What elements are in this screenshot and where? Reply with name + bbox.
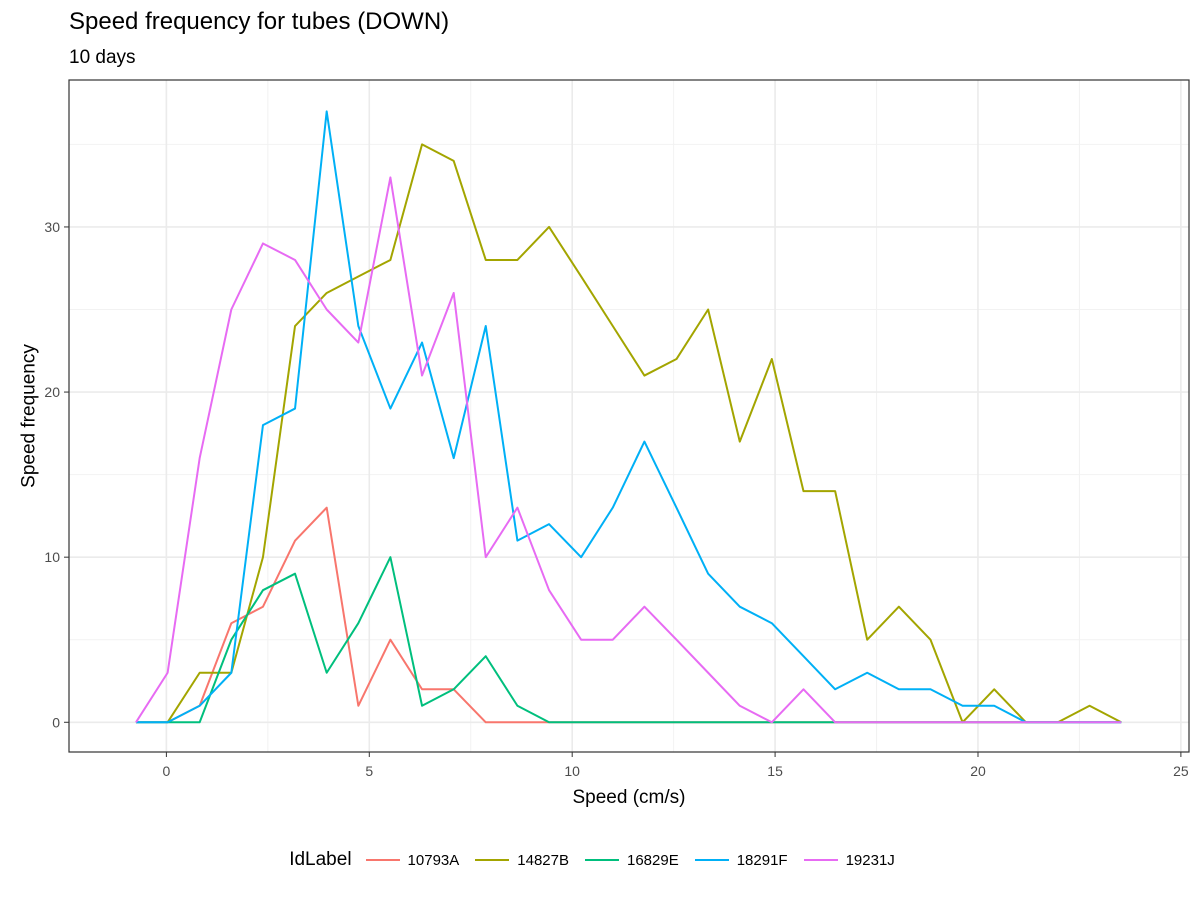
y-tick-label: 20 (44, 384, 60, 400)
legend-item-18291F: 18291F (694, 851, 788, 869)
legend-item-19231J: 19231J (803, 851, 895, 869)
legend-key (694, 859, 729, 861)
legend-item-16829E: 16829E (584, 851, 679, 869)
legend: IdLabel 10793A 14827B 16829E 18291F 19231J (0, 843, 1200, 877)
y-tick-label: 0 (52, 714, 60, 730)
legend-label: 10793A (407, 851, 460, 869)
series-line-19231J (135, 176, 1122, 724)
legend-label: 19231J (845, 851, 895, 869)
x-tick-label: 5 (365, 763, 373, 779)
legend-items: 10793A 14827B 16829E 18291F 19231J (365, 851, 911, 869)
legend-label: 18291F (736, 851, 788, 869)
panel-border (68, 79, 1190, 753)
legend-item-10793A: 10793A (365, 851, 460, 869)
legend-key (365, 859, 400, 861)
legend-label: 14827B (517, 851, 569, 869)
legend-item-14827B: 14827B (475, 852, 569, 869)
x-tick-label: 20 (970, 763, 986, 779)
legend-key (803, 859, 838, 861)
x-tick-label: 10 (564, 763, 580, 779)
series-line-18291F (135, 110, 1122, 724)
x-tick-label: 15 (767, 763, 783, 779)
legend-key (584, 859, 619, 861)
x-tick-label: 25 (1173, 763, 1189, 779)
series-lines (135, 110, 1122, 724)
series-line-10793A (135, 506, 1122, 724)
y-axis-title: Speed frequency (19, 344, 40, 488)
y-tick-label: 30 (44, 219, 60, 235)
chart-title: Speed frequency for tubes (DOWN) (69, 8, 450, 35)
x-axis-title: Speed (cm/s) (573, 787, 686, 808)
y-tick-label: 10 (44, 549, 60, 565)
legend-key (475, 859, 510, 861)
chart-subtitle: 10 days (69, 47, 136, 68)
legend-title: IdLabel (289, 849, 352, 870)
x-tick-label: 0 (162, 763, 170, 779)
axes: 0 5 10 15 20 25 0 10 20 30 (44, 219, 1188, 779)
legend-label: 16829E (626, 851, 679, 869)
